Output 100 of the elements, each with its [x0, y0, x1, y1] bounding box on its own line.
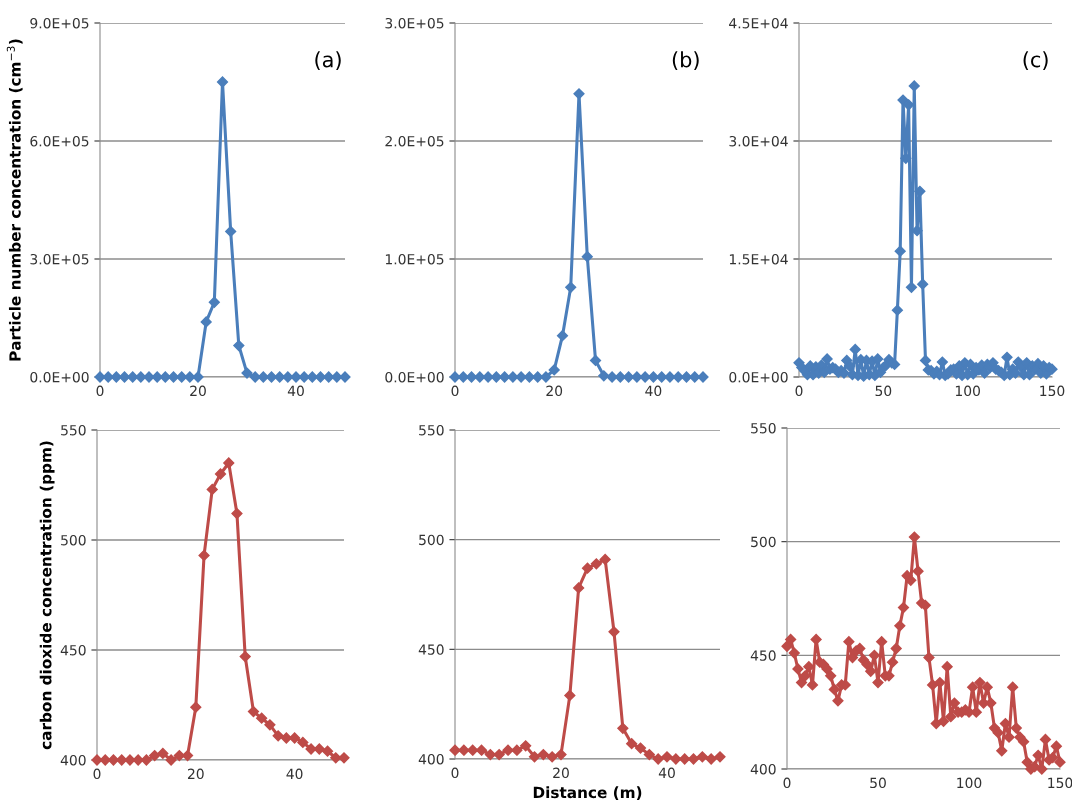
x-tick-label: 100 [955, 385, 980, 397]
y-tick-label: 400 [418, 753, 444, 765]
point [458, 744, 470, 756]
point [239, 650, 251, 663]
x-tick-label: 40 [287, 385, 304, 397]
point [652, 753, 664, 765]
y-tick-label: 450 [60, 644, 86, 656]
y-axis-title: Particle number concentration (cm$^{−3}$) [6, 39, 23, 361]
point [573, 582, 585, 594]
point [626, 738, 638, 750]
x-tick-label: 20 [190, 385, 206, 397]
point [200, 316, 212, 328]
x-tick-label: 0 [93, 768, 101, 780]
y-tick-label: 9.0E+05 [30, 17, 89, 29]
x-tick-label: 0 [783, 777, 791, 789]
y-tick-label: 550 [419, 424, 444, 436]
point [208, 296, 220, 308]
y-tick-label: 450 [750, 650, 776, 661]
point [149, 749, 161, 762]
y-tick-label: 500 [61, 534, 86, 546]
y-tick-label: 2.0E+05 [385, 135, 444, 147]
point [555, 749, 567, 761]
point [548, 364, 560, 376]
point [573, 88, 585, 100]
y-tick-label: 6.0E+05 [30, 135, 89, 147]
y-tick-label: 1.5E+04 [729, 253, 788, 265]
y-tick-label: 400 [750, 763, 776, 775]
x-tick-label: 40 [645, 385, 662, 397]
point [247, 705, 260, 718]
point [617, 722, 629, 734]
point [198, 549, 210, 562]
point [589, 354, 602, 367]
x-tick-label: 0 [451, 767, 459, 779]
point [581, 251, 593, 263]
point [231, 507, 243, 520]
x-tick-label: 100 [957, 777, 982, 789]
y-tick-label: 3.0E+05 [385, 17, 444, 29]
y-tick-label: 500 [419, 534, 444, 546]
point [598, 370, 610, 382]
x-tick-label: 40 [286, 768, 303, 780]
point [484, 749, 496, 761]
y-tick-label: 1.0E+05 [385, 253, 444, 265]
point [256, 712, 268, 724]
point [173, 749, 185, 762]
point [696, 751, 708, 763]
x-tick-label: 0 [451, 385, 459, 397]
point [190, 701, 202, 713]
point [214, 468, 227, 480]
point [546, 751, 558, 763]
point [520, 740, 532, 752]
y-tick-label: 0.0E+00 [30, 371, 89, 383]
x-tick-label: 150 [1040, 385, 1065, 397]
point [280, 732, 292, 744]
y-tick-label: 500 [751, 536, 776, 548]
y-tick-label: 3.0E+05 [30, 253, 89, 265]
y-tick-label: 3.0E+04 [729, 135, 788, 147]
x-axis-title: Distance (m) [533, 786, 642, 800]
point [590, 558, 602, 570]
point [206, 483, 218, 496]
y-tick-label: 0.0E+00 [729, 371, 788, 383]
point [565, 281, 577, 293]
point [556, 330, 569, 342]
point [297, 736, 309, 749]
y-axis-title: carbon dioxide concentration (ppm) [39, 441, 55, 750]
point [216, 76, 229, 88]
point [528, 751, 541, 763]
y-tick-label: 400 [60, 754, 86, 766]
annotation: (c) [1023, 51, 1048, 70]
y-tick-label: 550 [751, 422, 776, 434]
point [599, 553, 611, 566]
x-tick-label: 50 [870, 777, 886, 789]
point [321, 745, 334, 757]
point [670, 753, 682, 765]
point [661, 751, 673, 763]
point [564, 689, 576, 701]
x-tick-label: 150 [1048, 777, 1072, 789]
y-tick-label: 450 [418, 644, 444, 655]
point [272, 730, 284, 742]
y-tick-label: 4.5E+04 [729, 17, 788, 29]
point [581, 562, 594, 574]
point [608, 626, 620, 638]
x-tick-label: 50 [875, 385, 892, 397]
x-tick-label: 0 [795, 385, 803, 397]
y-tick-label: 0.0E+00 [385, 371, 444, 383]
point [502, 744, 514, 756]
point [714, 751, 726, 763]
x-tick-label: 20 [546, 385, 563, 397]
x-tick-label: 40 [658, 767, 675, 779]
point [449, 744, 461, 756]
annotation: (a) [315, 51, 341, 70]
point [537, 749, 549, 761]
x-tick-label: 0 [96, 385, 104, 397]
point [643, 749, 655, 761]
point [264, 719, 276, 731]
x-tick-label: 20 [187, 768, 204, 780]
x-tick-label: 20 [553, 767, 569, 779]
point [511, 744, 523, 756]
point [157, 747, 169, 760]
y-tick-label: 550 [61, 424, 86, 436]
point [705, 753, 717, 765]
